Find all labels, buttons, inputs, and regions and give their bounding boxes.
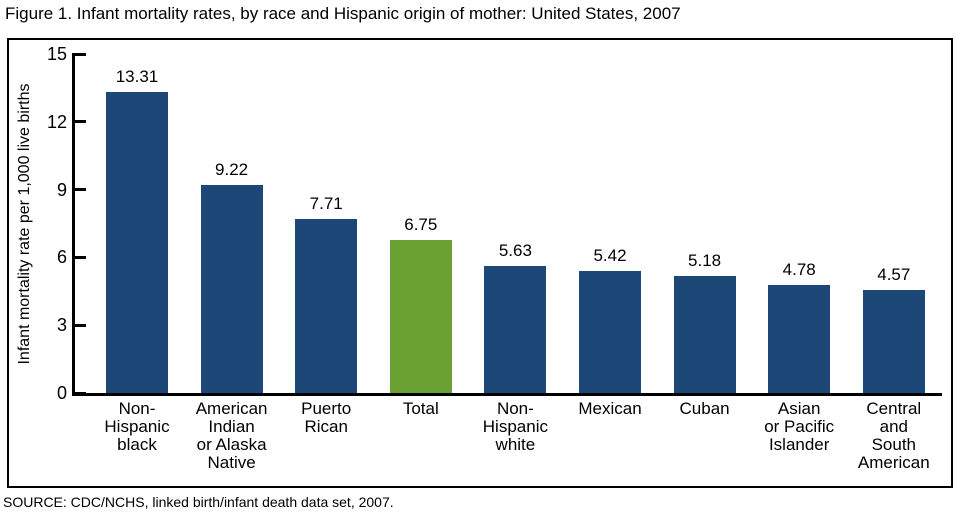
y-tick-mark: [72, 391, 86, 395]
source-note: SOURCE: CDC/NCHS, linked birth/infant de…: [3, 494, 394, 510]
y-tick-mark: [72, 188, 86, 192]
y-tick-label: 9: [56, 179, 67, 200]
y-axis-line: [72, 54, 75, 396]
y-tick-mark: [72, 52, 86, 56]
category-label: Non- Hispanic white: [482, 399, 548, 454]
bar: [579, 270, 641, 393]
category-label: Asian or Pacific Islander: [764, 399, 835, 454]
bar-value-label: 5.42: [593, 245, 627, 265]
bar: [862, 289, 925, 393]
y-tick-mark: [72, 255, 86, 259]
bar-value-label: 4.78: [782, 259, 816, 279]
y-tick-label: 6: [56, 247, 67, 268]
y-tick-mark: [72, 120, 86, 124]
bar-value-label: 6.75: [404, 215, 438, 235]
y-tick-label: 3: [56, 315, 67, 336]
bar-value-label: 7.71: [309, 193, 343, 213]
bar: [673, 275, 736, 393]
x-axis-line: [72, 393, 942, 396]
y-tick-label: 15: [46, 44, 67, 64]
bar-value-label: 5.18: [688, 250, 722, 270]
bar-value-label: 5.63: [498, 240, 532, 260]
bar: [200, 184, 263, 393]
category-label: Total: [402, 399, 439, 418]
y-tick-label: 12: [46, 111, 67, 132]
category-label: Puerto Rican: [301, 399, 352, 436]
category-label: American Indian or Alaska Native: [195, 399, 268, 472]
bar: [389, 240, 452, 393]
category-label: Non- Hispanic black: [104, 399, 170, 454]
figure-title: Figure 1. Infant mortality rates, by rac…: [5, 4, 681, 23]
category-label: Cuban: [679, 399, 730, 418]
bar-value-label: 9.22: [215, 159, 249, 179]
y-tick-label: 0: [56, 383, 67, 403]
bar: [768, 284, 831, 393]
bar: [484, 265, 547, 393]
bar: [106, 92, 168, 393]
category-label: Central and South American: [857, 399, 930, 472]
category-label: Mexican: [578, 399, 642, 418]
y-tick-mark: [72, 323, 86, 327]
bar-value-label: 4.57: [877, 264, 911, 284]
bar-value-label: 13.31: [115, 67, 159, 87]
chart-frame: Infant mortality rate per 1,000 live bir…: [7, 38, 953, 488]
plot-area: 0 3 6 9 12 15 13.31 Non- Hispanic black 9.22 Amer…: [9, 40, 951, 486]
bar: [295, 218, 358, 393]
